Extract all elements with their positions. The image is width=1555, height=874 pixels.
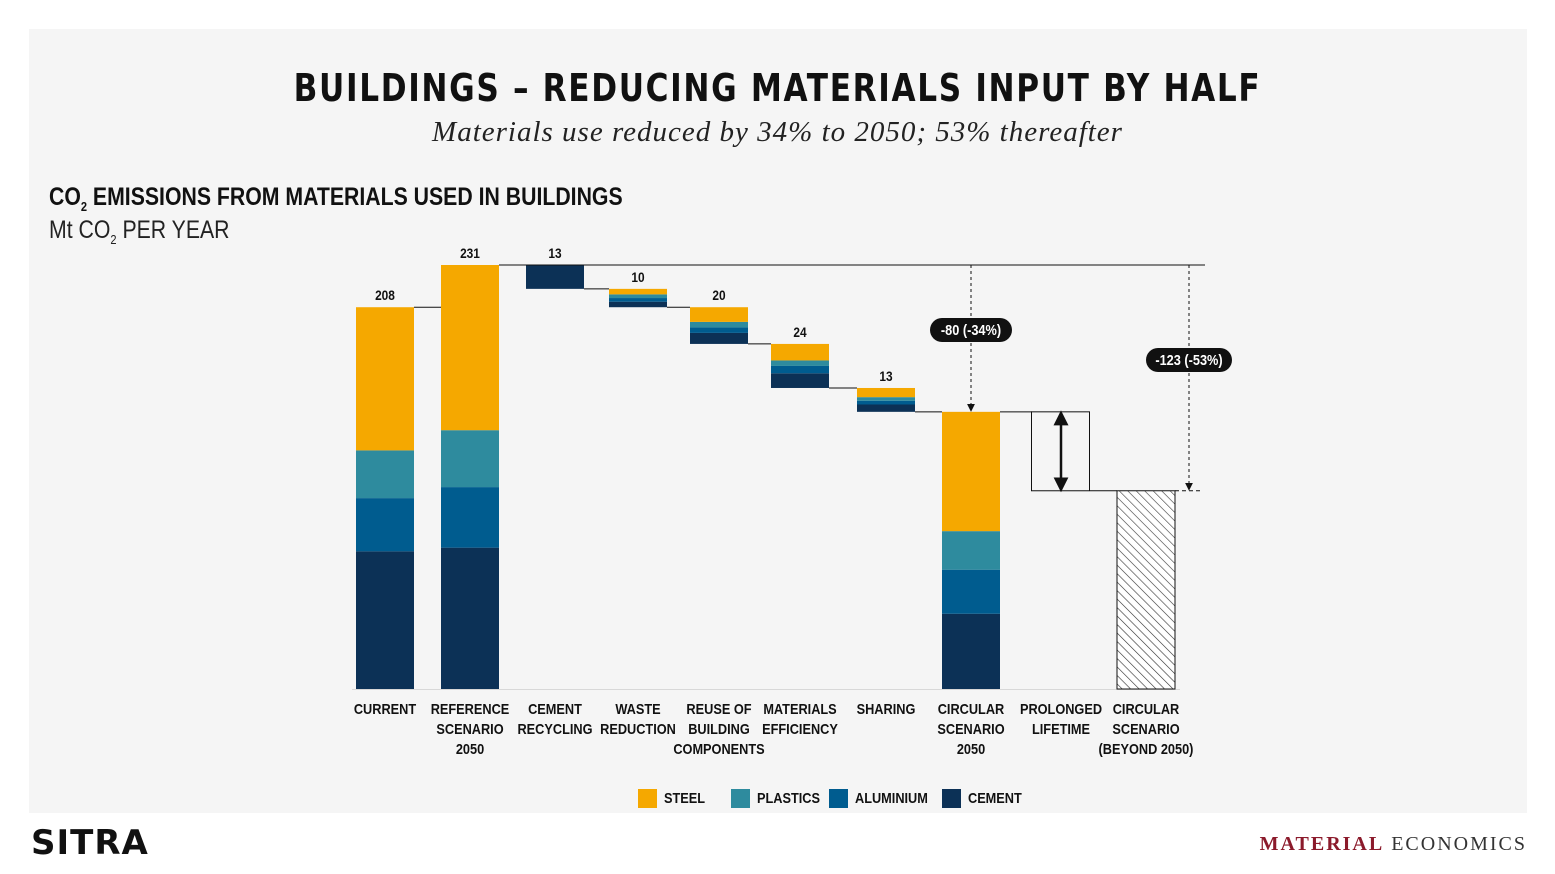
- category-label: LIFETIME: [1032, 720, 1090, 737]
- bar-segment-cement: [771, 373, 829, 388]
- bar-5: [690, 307, 748, 344]
- chart-title-subscript: 2: [80, 199, 88, 214]
- page-title: BUILDINGS – REDUCING MATERIALS INPUT BY …: [293, 66, 1262, 110]
- value-label: 231: [460, 245, 480, 261]
- bar-segment-plastics: [609, 294, 667, 299]
- bar-3: [526, 265, 584, 289]
- bar-hatched: [1116, 490, 1176, 690]
- bar-segment-aluminium: [690, 327, 748, 333]
- category-label: COMPONENTS: [673, 740, 764, 757]
- bar-segment-cement: [441, 547, 499, 689]
- category-label: SHARING: [857, 700, 916, 717]
- bar-segment-cement: [609, 301, 667, 308]
- bar-segment-aluminium: [771, 365, 829, 374]
- category-label: CURRENT: [354, 700, 417, 717]
- brand-part-b: ECONOMICS: [1384, 833, 1527, 855]
- bar-segment-plastics: [441, 430, 499, 488]
- bar-segment-steel: [771, 343, 829, 361]
- category-label: 2050: [957, 740, 986, 757]
- slide-panel: [29, 29, 1527, 813]
- chart-unit-subscript: 2: [110, 232, 117, 247]
- annotation-label: -80 (-34%): [941, 321, 1001, 338]
- value-label: 13: [879, 368, 892, 384]
- bar-segment-plastics: [942, 531, 1000, 570]
- chart-unit-prefix: Mt CO: [49, 216, 111, 244]
- category-label: MATERIALS: [763, 700, 836, 717]
- bar-segment-plastics: [690, 321, 748, 328]
- bar-segment-cement: [857, 404, 915, 412]
- legend-label-aluminium: ALUMINIUM: [855, 789, 928, 806]
- legend-swatch-aluminium: [829, 789, 848, 808]
- chart-unit-suffix: PER YEAR: [116, 216, 230, 244]
- bar-segment-aluminium: [356, 498, 414, 552]
- annotation-pill: [930, 318, 1012, 342]
- brand-part-a: MATERIAL: [1259, 833, 1385, 855]
- chart-unit: Mt CO2 PER YEAR: [49, 216, 230, 247]
- bar-segment-aluminium: [441, 487, 499, 548]
- bar-segment-cement: [356, 551, 414, 689]
- bar-segment-plastics: [857, 397, 915, 401]
- legend-swatch-cement: [942, 789, 961, 808]
- bar-1: [356, 307, 414, 689]
- category-label: REFERENCE: [431, 700, 510, 717]
- value-label: 20: [712, 287, 725, 303]
- category-label: RECYCLING: [517, 720, 592, 737]
- legend-label-plastics: PLASTICS: [757, 789, 820, 806]
- category-label: (BEYOND 2050): [1099, 740, 1194, 757]
- chart-title-prefix: CO: [49, 183, 81, 211]
- value-label: 208: [375, 287, 395, 303]
- bar-segment-cement: [690, 332, 748, 344]
- bar-8: [942, 411, 1000, 689]
- category-label: 2050: [456, 740, 485, 757]
- category-label: CIRCULAR: [1113, 700, 1180, 717]
- category-label: CEMENT: [528, 700, 582, 717]
- bar-segment-steel: [356, 307, 414, 451]
- chart-title-suffix: EMISSIONS FROM MATERIALS USED IN BUILDIN…: [87, 183, 623, 211]
- value-label: 13: [548, 245, 561, 261]
- legend-label-cement: CEMENT: [968, 789, 1022, 806]
- bar-segment-steel: [857, 387, 915, 398]
- legend-swatch-plastics: [731, 789, 750, 808]
- bar-segment-aluminium: [609, 298, 667, 302]
- bar-segment-cement: [942, 613, 1000, 689]
- annotation-pill: [1146, 348, 1232, 372]
- category-label: WASTE: [615, 700, 660, 717]
- category-label: CIRCULAR: [938, 700, 1005, 717]
- bar-segment-cement: [526, 265, 584, 289]
- category-label: EFFICIENCY: [762, 720, 838, 737]
- bar-6: [771, 343, 829, 388]
- bar-segment-aluminium: [942, 569, 1000, 614]
- sitra-logo: SITRA: [31, 823, 149, 863]
- bar-10: [1116, 490, 1176, 690]
- category-label: SCENARIO: [436, 720, 503, 737]
- category-label: BUILDING: [688, 720, 750, 737]
- legend-swatch-steel: [638, 789, 657, 808]
- bar-segment-steel: [942, 411, 1000, 532]
- page-subtitle: Materials use reduced by 34% to 2050; 53…: [432, 116, 1123, 148]
- category-label: PROLONGED: [1020, 700, 1102, 717]
- chart-title: CO2 EMISSIONS FROM MATERIALS USED IN BUI…: [49, 183, 623, 214]
- bar-segment-aluminium: [857, 400, 915, 405]
- bar-segment-plastics: [356, 450, 414, 499]
- annotation-label: -123 (-53%): [1155, 351, 1222, 368]
- bar-segment-steel: [609, 288, 667, 295]
- category-label: SCENARIO: [937, 720, 1004, 737]
- legend-label-steel: STEEL: [664, 789, 706, 806]
- bar-2: [441, 265, 499, 689]
- value-label: 24: [793, 324, 807, 340]
- bar-7: [857, 387, 915, 412]
- value-label: 10: [631, 269, 644, 285]
- bar-segment-steel: [690, 307, 748, 322]
- material-economics-logo: MATERIAL ECONOMICS: [1260, 833, 1527, 856]
- bar-9: [1031, 410, 1090, 493]
- category-label: REUSE OF: [686, 700, 751, 717]
- bar-4: [609, 288, 667, 308]
- bar-segment-plastics: [771, 360, 829, 366]
- category-label: SCENARIO: [1112, 720, 1179, 737]
- category-label: REDUCTION: [600, 720, 676, 737]
- bar-segment-steel: [441, 265, 499, 431]
